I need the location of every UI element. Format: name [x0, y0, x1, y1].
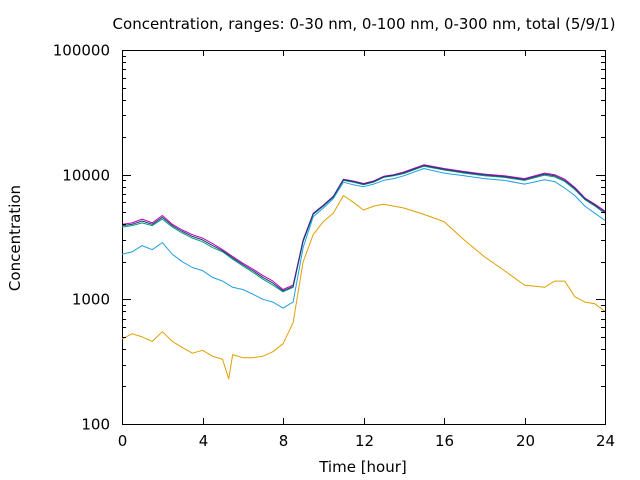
- y-tick-label: 10000: [62, 167, 110, 185]
- series-layer: [121, 164, 606, 380]
- y-tick-label: 1000: [72, 291, 110, 309]
- x-tick-label: 4: [199, 432, 209, 450]
- chart-title: Concentration, ranges: 0-30 nm, 0-100 nm…: [113, 15, 616, 33]
- series-line-4: [121, 164, 606, 290]
- x-tick-label: 8: [279, 432, 289, 450]
- x-axis-label: Time [hour]: [318, 458, 407, 476]
- tick-layer: 0 4 8 12 16 20 24 100 1000 10000 100000: [53, 42, 615, 451]
- x-tick-label: 24: [596, 432, 615, 450]
- x-tick-label: 0: [118, 432, 128, 450]
- x-tick-label: 16: [435, 432, 454, 450]
- y-tick-label: 100000: [53, 42, 110, 60]
- x-tick-label: 20: [516, 432, 535, 450]
- series-line-3: [121, 165, 606, 293]
- y-axis-label: Concentration: [6, 185, 24, 291]
- series-line-2: [121, 168, 606, 309]
- series-line-5: [121, 165, 606, 292]
- x-tick-label: 12: [355, 432, 374, 450]
- series-line-1: [121, 195, 606, 380]
- y-tick-label: 100: [81, 416, 110, 434]
